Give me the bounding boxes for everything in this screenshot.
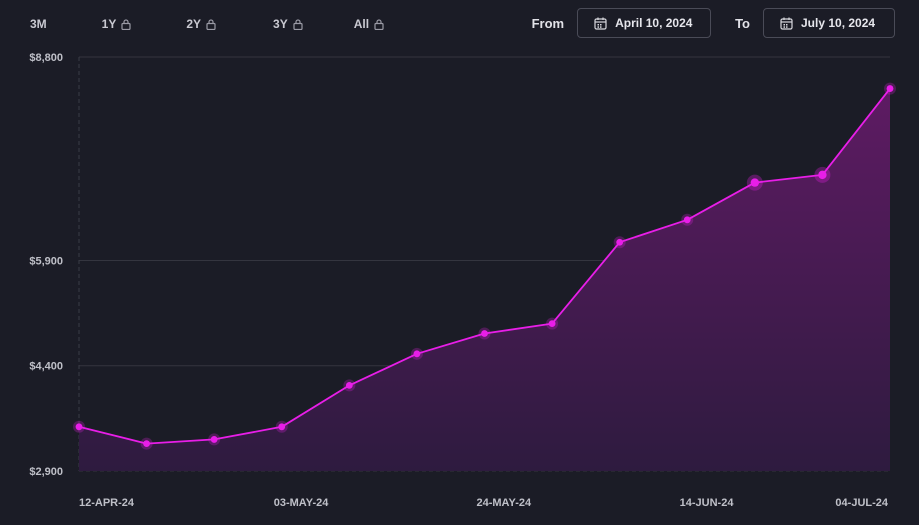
data-point[interactable] [478,327,491,340]
data-point[interactable] [681,213,694,226]
range-tab-label: 3Y [273,17,288,31]
range-tab-all[interactable]: All [354,16,384,32]
data-point[interactable] [410,347,423,360]
y-tick-label: $8,800 [29,52,63,64]
range-tab-2y[interactable]: 2Y [186,16,216,32]
from-date-value: April 10, 2024 [615,16,693,30]
date-range-controls: From April 10, 2024 To July 10, 2024 [532,8,895,38]
lock-icon [374,18,384,30]
to-date-picker[interactable]: July 10, 2024 [763,8,895,38]
x-tick-label: 24-MAY-24 [476,497,532,509]
data-point[interactable] [140,437,153,450]
range-tab-1y[interactable]: 1Y [102,16,132,32]
data-point[interactable] [546,317,559,330]
calendar-icon [780,17,793,30]
data-point[interactable] [746,174,763,191]
data-point[interactable] [814,166,831,183]
range-tab-3y[interactable]: 3Y [273,16,303,32]
x-tick-label: 12-APR-24 [79,497,135,509]
data-point[interactable] [613,236,626,249]
lock-icon [121,18,131,30]
to-label: To [735,15,750,31]
data-point[interactable] [343,379,356,392]
y-tick-label: $2,900 [29,466,63,478]
range-tab-3m[interactable]: 3M [30,16,47,32]
calendar-icon [594,17,607,30]
range-tab-label: 2Y [186,17,202,31]
from-date-picker[interactable]: April 10, 2024 [577,8,712,38]
x-tick-label: 14-JUN-24 [680,497,735,509]
x-tick-label: 03-MAY-24 [274,497,330,509]
range-tabs: 3M 1Y 2Y 3Y All [30,16,384,32]
from-label: From [531,15,565,31]
y-tick-label: $5,900 [29,255,63,267]
lock-icon [293,18,303,30]
x-tick-label: 04-JUL-24 [835,497,888,509]
y-tick-label: $4,400 [29,361,63,373]
range-tab-label: All [353,17,370,31]
to-date-value: July 10, 2024 [801,16,876,30]
data-point[interactable] [73,420,85,433]
range-tab-label: 3M [30,17,47,31]
data-point[interactable] [275,420,288,433]
data-point[interactable] [208,433,221,446]
range-tab-label: 1Y [101,17,117,31]
area-fill [79,88,890,471]
lock-icon [206,18,216,30]
data-point[interactable] [884,82,896,95]
